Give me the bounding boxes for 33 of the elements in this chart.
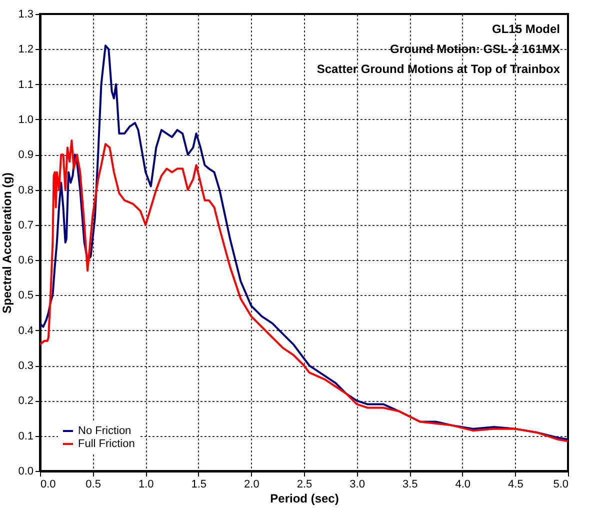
y-tick-label: 0.0 — [18, 466, 34, 478]
x-tick-label: 2.0 — [244, 478, 260, 490]
y-tick-label: 1.1 — [18, 78, 34, 91]
y-tick-label: 1.3 — [18, 8, 34, 20]
x-tick-label: 4.5 — [508, 478, 524, 490]
x-tick-label: 1.0 — [138, 478, 154, 490]
text: GL15 Model — [492, 22, 560, 36]
annotation: Scatter Ground Motions at Top of Trainbox — [316, 62, 560, 76]
x-axis-title: Period (sec) — [270, 492, 339, 506]
x-tick-label: 1.5 — [191, 478, 207, 490]
y-tick-label: 0.9 — [18, 149, 34, 162]
y-tick-label: 0.5 — [18, 290, 34, 302]
x-tick-label: 3.5 — [402, 478, 418, 490]
x-tick-label: 0.0 — [40, 478, 56, 490]
legend-label: No Friction — [78, 425, 132, 437]
y-axis-title: Spectral Acceleration (g) — [0, 172, 14, 314]
x-tick-label: 2.5 — [296, 478, 312, 490]
y-tick-label: 0.1 — [18, 430, 34, 442]
x-tick-label: 5.0 — [553, 478, 568, 490]
y-tick-label: 1.0 — [18, 114, 34, 126]
y-tick-label: 0.2 — [18, 395, 34, 408]
y-tick-label: 0.4 — [18, 324, 34, 337]
annotation: Ground Motion: GSL-2 161MX — [390, 42, 560, 56]
x-tick-label: 3.0 — [350, 478, 365, 490]
y-tick-label: 0.8 — [18, 184, 34, 196]
y-tick-label: 0.6 — [18, 254, 34, 267]
y-tick-label: 1.2 — [18, 44, 34, 56]
line-series — [40, 44, 568, 440]
y-tick-label: 0.3 — [18, 360, 34, 372]
legend-label: Full Friction — [78, 438, 135, 450]
x-tick-label: 4.0 — [455, 478, 471, 490]
x-tick-label: 0.5 — [86, 478, 101, 490]
y-tick-label: 0.7 — [18, 219, 34, 232]
